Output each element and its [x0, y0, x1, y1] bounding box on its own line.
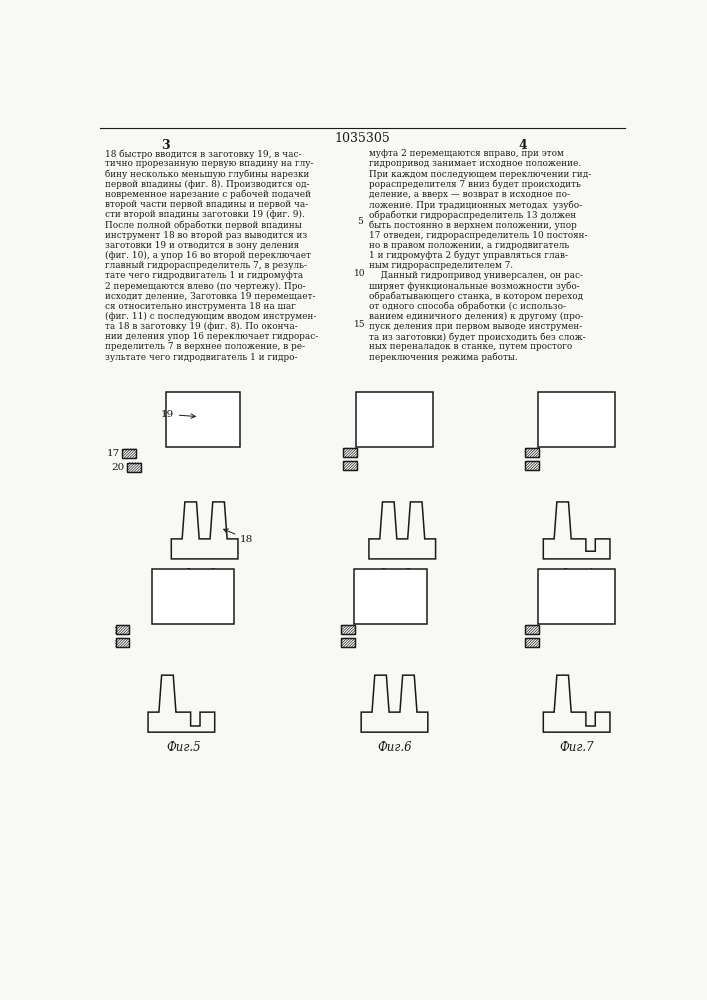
Bar — [166, 392, 240, 447]
Text: (фиг. 10), а упор 16 во второй переключает: (фиг. 10), а упор 16 во второй переключа… — [105, 251, 311, 260]
Text: 4: 4 — [518, 139, 527, 152]
Text: переключения режима работы.: переключения режима работы. — [369, 353, 518, 362]
Text: 20: 20 — [112, 463, 125, 472]
Bar — [344, 461, 357, 470]
Text: тично прорезанную первую впадину на глу-: тично прорезанную первую впадину на глу- — [105, 159, 314, 168]
Text: 19: 19 — [160, 410, 195, 419]
Text: инструмент 18 во второй раз выводится из: инструмент 18 во второй раз выводится из — [105, 231, 308, 240]
Text: деление, а вверх — возврат в исходное по-: деление, а вверх — возврат в исходное по… — [369, 190, 570, 199]
Text: ным гидрораспределителем 7.: ным гидрораспределителем 7. — [369, 261, 513, 270]
Text: исходит деление, Заготовка 19 перемещает-: исходит деление, Заготовка 19 перемещает… — [105, 292, 316, 301]
Bar — [525, 461, 539, 470]
Bar — [341, 638, 356, 647]
Text: заготовки 19 и отводится в зону деления: заготовки 19 и отводится в зону деления — [105, 241, 300, 250]
Bar — [115, 638, 129, 647]
Text: первой впадины (фиг. 8). Производится од-: первой впадины (фиг. 8). Производится од… — [105, 180, 310, 189]
Text: зультате чего гидродвигатель 1 и гидро-: зультате чего гидродвигатель 1 и гидро- — [105, 353, 298, 362]
Text: но в правом положении, а гидродвигатель: но в правом положении, а гидродвигатель — [369, 241, 569, 250]
Text: рораспределителя 7 вниз будет происходить: рораспределителя 7 вниз будет происходит… — [369, 180, 580, 189]
Text: ложение. При традиционных методах  узубо-: ложение. При традиционных методах узубо- — [369, 200, 582, 210]
Bar — [115, 638, 129, 647]
Text: пуск деления при первом выводе инструмен-: пуск деления при первом выводе инструмен… — [369, 322, 582, 331]
Bar — [525, 638, 539, 647]
Text: Фиг.4: Фиг.4 — [559, 568, 594, 581]
Bar — [122, 449, 136, 458]
Bar — [525, 461, 539, 470]
Bar — [525, 625, 539, 634]
Text: та 18 в заготовку 19 (фиг. 8). По оконча-: та 18 в заготовку 19 (фиг. 8). По оконча… — [105, 322, 298, 331]
Text: пределитель 7 в верхнее положение, в ре-: пределитель 7 в верхнее положение, в ре- — [105, 342, 305, 351]
Bar — [341, 625, 356, 634]
Text: 15: 15 — [354, 320, 366, 329]
Text: быть постоянно в верхнем положении, упор: быть постоянно в верхнем положении, упор — [369, 220, 577, 230]
Bar — [152, 569, 234, 624]
Text: та из заготовки) будет происходить без слож-: та из заготовки) будет происходить без с… — [369, 332, 585, 342]
Text: 17: 17 — [107, 449, 120, 458]
Text: Фиг.6: Фиг.6 — [378, 741, 411, 754]
Text: тате чего гидродвигатель 1 и гидромуфта: тате чего гидродвигатель 1 и гидромуфта — [105, 271, 303, 280]
Text: ванием единичного деления) к другому (про-: ванием единичного деления) к другому (пр… — [369, 312, 583, 321]
Text: 3: 3 — [162, 139, 170, 152]
Bar — [344, 461, 357, 470]
Text: Фиг.2: Фиг.2 — [182, 568, 216, 581]
Text: 18: 18 — [223, 529, 254, 544]
Text: (фиг. 11) с последующим вводом инструмен-: (фиг. 11) с последующим вводом инструмен… — [105, 312, 317, 321]
Bar — [344, 448, 357, 457]
Bar — [341, 638, 356, 647]
Text: ся относительно инструмента 18 на шаг: ся относительно инструмента 18 на шаг — [105, 302, 296, 311]
Text: 10: 10 — [354, 269, 366, 278]
Bar — [525, 625, 539, 634]
Bar — [354, 569, 428, 624]
Text: 18 быстро вводится в заготовку 19, в час-: 18 быстро вводится в заготовку 19, в час… — [105, 149, 302, 159]
Text: муфта 2 перемещаются вправо, при этом: муфта 2 перемещаются вправо, при этом — [369, 149, 563, 158]
Bar — [115, 625, 129, 634]
Text: главный гидрораспределитель 7, в резуль-: главный гидрораспределитель 7, в резуль- — [105, 261, 308, 270]
Text: сти второй впадины заготовки 19 (фиг. 9).: сти второй впадины заготовки 19 (фиг. 9)… — [105, 210, 305, 219]
Text: бину несколько меньшую глубины нарезки: бину несколько меньшую глубины нарезки — [105, 170, 310, 179]
Bar — [525, 638, 539, 647]
Text: от одного способа обработки (с использо-: от одного способа обработки (с использо- — [369, 302, 566, 311]
Bar — [525, 448, 539, 457]
Text: гидропривод занимает исходное положение.: гидропривод занимает исходное положение. — [369, 159, 581, 168]
Text: обрабатывающего станка, в котором переход: обрабатывающего станка, в котором перехо… — [369, 292, 583, 301]
Text: ных переналадок в станке, путем простого: ных переналадок в станке, путем простого — [369, 342, 572, 351]
Text: Фиг.3: Фиг.3 — [378, 568, 411, 581]
Text: 2 перемещаются влево (по чертежу). Про-: 2 перемещаются влево (по чертежу). Про- — [105, 281, 306, 291]
Text: При каждом последующем переключении гид-: При каждом последующем переключении гид- — [369, 170, 591, 179]
Text: Фиг.7: Фиг.7 — [559, 741, 594, 754]
Bar — [525, 448, 539, 457]
Text: второй части первой впадины и первой ча-: второй части первой впадины и первой ча- — [105, 200, 309, 209]
Text: После полной обработки первой впадины: После полной обработки первой впадины — [105, 220, 302, 230]
Bar — [127, 463, 141, 472]
Text: обработки гидрораспределитель 13 должен: обработки гидрораспределитель 13 должен — [369, 210, 576, 220]
Bar — [127, 463, 141, 472]
Text: Фиг.5: Фиг.5 — [166, 741, 201, 754]
Bar — [538, 392, 615, 447]
Bar — [356, 392, 433, 447]
Text: 1 и гидромуфта 2 будут управляться глав-: 1 и гидромуфта 2 будут управляться глав- — [369, 251, 568, 260]
Bar — [122, 449, 136, 458]
Bar — [344, 448, 357, 457]
Text: нии деления упор 16 переключает гидрорас-: нии деления упор 16 переключает гидрорас… — [105, 332, 319, 341]
Bar — [115, 625, 129, 634]
Text: 5: 5 — [357, 217, 363, 226]
Text: ширяет функциональные возможности зубо-: ширяет функциональные возможности зубо- — [369, 281, 580, 291]
Text: 1035305: 1035305 — [335, 132, 390, 145]
Text: 17 отведен, гидрораспределитель 10 постоян-: 17 отведен, гидрораспределитель 10 посто… — [369, 231, 588, 240]
Text: Данный гидропривод универсален, он рас-: Данный гидропривод универсален, он рас- — [369, 271, 583, 280]
Bar — [538, 569, 615, 624]
Text: новременное нарезание с рабочей подачей: новременное нарезание с рабочей подачей — [105, 190, 311, 199]
Bar — [341, 625, 356, 634]
